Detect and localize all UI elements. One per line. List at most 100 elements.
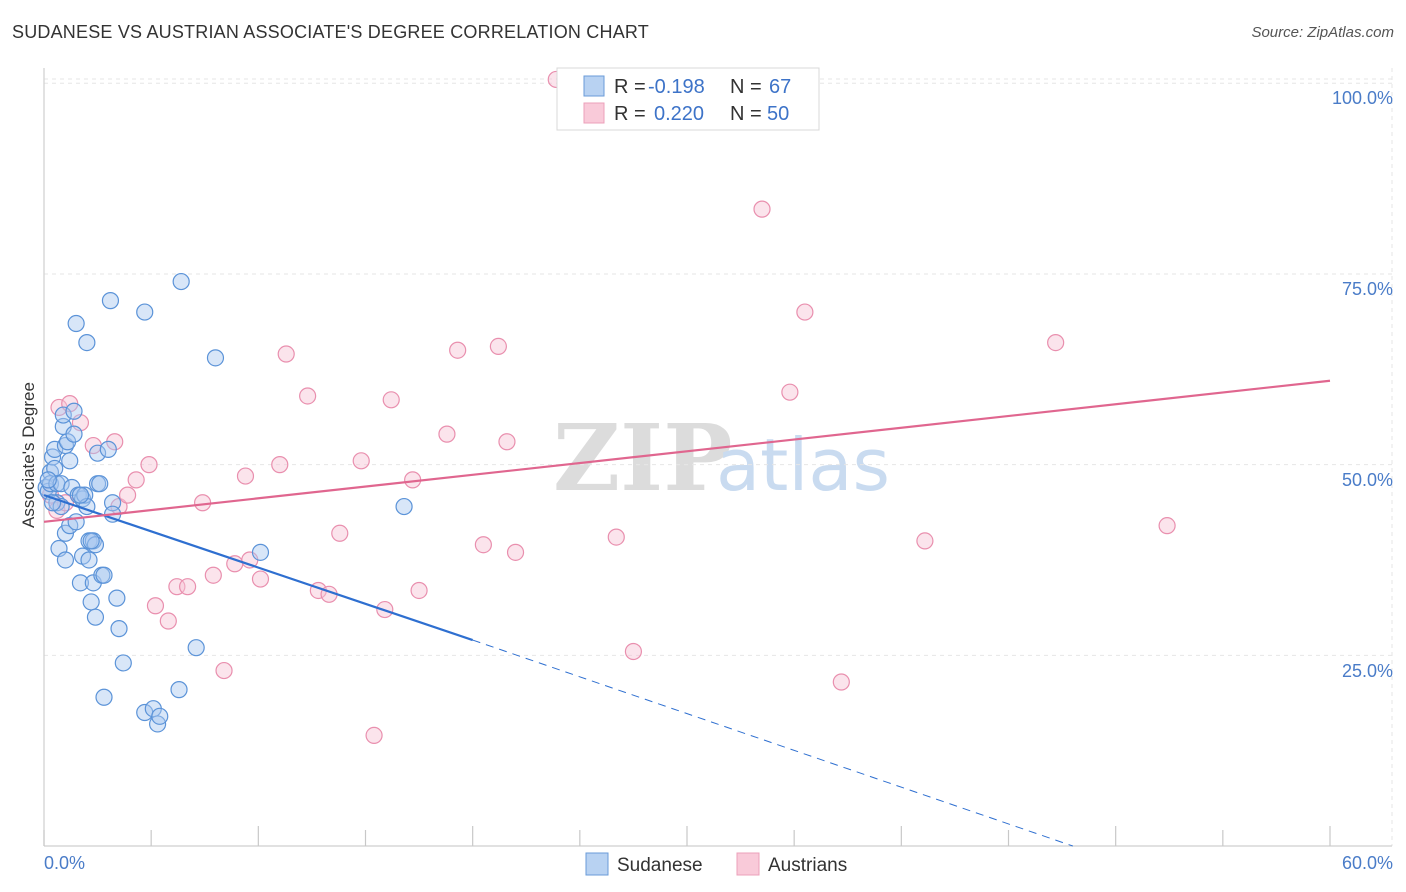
- data-point: [1158, 517, 1176, 535]
- data-point: [236, 467, 255, 485]
- data-point: [187, 639, 205, 657]
- data-point: [91, 475, 109, 493]
- legend-r-label: R =: [614, 76, 646, 98]
- legend-n-value: 67: [769, 76, 791, 98]
- data-point: [46, 440, 64, 458]
- data-point: [101, 292, 120, 310]
- data-point: [489, 337, 507, 356]
- data-point: [110, 620, 128, 638]
- data-point: [99, 440, 117, 458]
- watermark-zip: ZIP: [553, 404, 732, 512]
- data-point: [65, 425, 83, 443]
- x-tick-label-max: 60.0%: [1342, 853, 1393, 873]
- data-point: [56, 551, 75, 569]
- data-point: [82, 593, 100, 611]
- data-point: [796, 303, 814, 321]
- data-point: [61, 452, 79, 470]
- sudanese-points: [37, 272, 413, 733]
- data-point: [299, 387, 317, 405]
- data-point: [331, 524, 349, 542]
- data-point: [179, 578, 197, 596]
- axis-ticks: [43, 826, 1331, 846]
- legend-r-label: R =: [614, 103, 646, 125]
- data-point: [86, 608, 105, 626]
- data-point: [118, 486, 137, 504]
- bottom-legend-label-austrians: Austrians: [768, 855, 847, 876]
- legend-n-label: N =: [730, 76, 762, 98]
- data-point: [95, 688, 113, 706]
- correlation-legend: R = -0.198 N = 67 R = 0.220 N = 50: [556, 67, 820, 131]
- austrians-points: [41, 70, 1176, 745]
- data-point: [506, 543, 525, 561]
- data-point: [65, 402, 83, 420]
- data-point: [215, 661, 233, 680]
- data-point: [67, 513, 85, 531]
- chart-title: SUDANESE VS AUSTRIAN ASSOCIATE'S DEGREE …: [12, 22, 649, 42]
- data-point: [206, 349, 225, 367]
- data-point: [204, 566, 222, 584]
- legend-swatch-sudanese: [583, 75, 605, 97]
- data-point: [114, 654, 132, 672]
- data-point: [95, 566, 113, 584]
- data-point: [1047, 333, 1065, 352]
- data-point: [71, 574, 90, 592]
- data-point: [474, 536, 492, 554]
- data-point: [832, 673, 850, 691]
- bottom-legend-swatch-sudanese: [585, 852, 609, 876]
- legend-n-value: 50: [767, 103, 789, 125]
- data-point: [624, 642, 643, 661]
- data-point: [170, 681, 188, 699]
- data-point: [916, 532, 934, 550]
- series-legend: Sudanese Austrians: [585, 852, 847, 876]
- data-point: [127, 471, 145, 489]
- data-point: [365, 726, 383, 745]
- data-point: [410, 581, 428, 600]
- y-tick-label: 100.0%: [1332, 88, 1393, 108]
- data-point: [271, 456, 289, 474]
- data-point: [71, 486, 90, 504]
- trend-lines: [43, 379, 1331, 847]
- data-point: [438, 425, 456, 443]
- legend-r-value: -0.198: [648, 76, 705, 98]
- trend-line-sudanese-extension: [472, 639, 1073, 847]
- data-point: [54, 406, 72, 424]
- data-point: [140, 456, 158, 474]
- trend-line-sudanese: [43, 494, 474, 642]
- data-point: [136, 303, 154, 321]
- y-tick-label: 50.0%: [1342, 470, 1393, 490]
- data-point: [251, 570, 270, 588]
- y-tick-label: 25.0%: [1342, 661, 1393, 681]
- data-point: [82, 532, 100, 550]
- bottom-legend-swatch-austrians: [736, 852, 760, 876]
- data-point: [251, 543, 270, 561]
- data-point: [39, 471, 57, 489]
- data-point: [78, 333, 96, 352]
- data-point: [277, 345, 295, 363]
- data-point: [52, 475, 70, 493]
- data-point: [781, 383, 799, 401]
- data-point: [352, 452, 370, 470]
- data-point: [159, 612, 177, 630]
- bottom-legend-label-sudanese: Sudanese: [617, 855, 703, 876]
- legend-n-label: N =: [730, 103, 762, 125]
- data-point: [753, 200, 771, 218]
- data-point: [607, 528, 625, 546]
- legend-r-value: 0.220: [654, 103, 704, 125]
- trend-line-austrians: [43, 379, 1331, 523]
- legend-swatch-austrians: [583, 102, 605, 124]
- data-point: [382, 391, 400, 409]
- data-point: [395, 497, 413, 516]
- data-point: [498, 433, 516, 451]
- data-point: [146, 597, 165, 615]
- source-credit: Source: ZipAtlas.com: [1251, 24, 1394, 41]
- y-tick-label: 75.0%: [1342, 279, 1393, 299]
- y-axis-title: Associate's Degree: [19, 382, 38, 528]
- x-tick-label-min: 0.0%: [44, 853, 85, 873]
- data-point: [151, 707, 169, 725]
- data-point: [80, 551, 98, 569]
- data-point: [172, 272, 190, 291]
- data-point: [108, 589, 126, 607]
- data-point: [449, 341, 467, 359]
- data-point: [67, 314, 85, 333]
- data-point: [88, 444, 107, 462]
